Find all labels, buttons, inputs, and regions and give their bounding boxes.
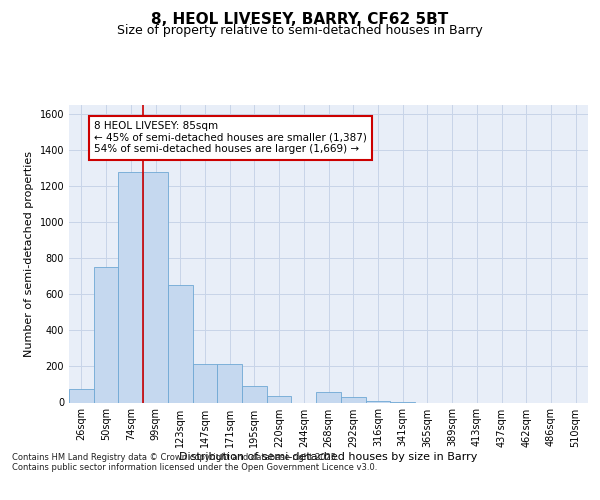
Bar — [118, 172, 143, 402]
X-axis label: Distribution of semi-detached houses by size in Barry: Distribution of semi-detached houses by … — [179, 452, 478, 462]
Bar — [193, 364, 217, 403]
Text: Contains HM Land Registry data © Crown copyright and database right 2025.
Contai: Contains HM Land Registry data © Crown c… — [12, 452, 377, 472]
Bar — [94, 268, 118, 402]
Text: Size of property relative to semi-detached houses in Barry: Size of property relative to semi-detach… — [117, 24, 483, 37]
Bar — [168, 286, 193, 403]
Bar — [341, 397, 365, 402]
Bar — [217, 364, 242, 403]
Y-axis label: Number of semi-detached properties: Number of semi-detached properties — [24, 151, 34, 357]
Bar — [365, 400, 390, 402]
Text: 8 HEOL LIVESEY: 85sqm
← 45% of semi-detached houses are smaller (1,387)
54% of s: 8 HEOL LIVESEY: 85sqm ← 45% of semi-deta… — [94, 121, 367, 154]
Bar — [69, 389, 94, 402]
Text: 8, HEOL LIVESEY, BARRY, CF62 5BT: 8, HEOL LIVESEY, BARRY, CF62 5BT — [151, 12, 449, 28]
Bar — [242, 386, 267, 402]
Bar — [267, 396, 292, 402]
Bar — [143, 172, 168, 402]
Bar — [316, 392, 341, 402]
